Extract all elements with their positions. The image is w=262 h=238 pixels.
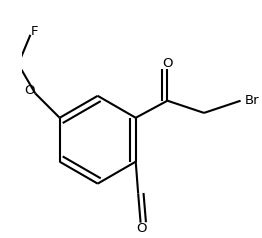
Text: O: O [137, 222, 147, 234]
Text: O: O [162, 57, 173, 70]
Text: O: O [25, 84, 35, 97]
Text: F: F [30, 25, 38, 38]
Text: Br: Br [244, 94, 259, 107]
